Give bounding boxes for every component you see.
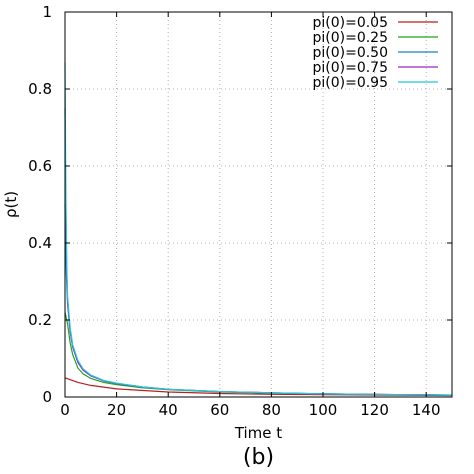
figure-caption: (b) <box>243 445 274 470</box>
legend-label: pi(0)=0.50 <box>312 45 388 61</box>
y-tick-label: 0.6 <box>28 157 52 175</box>
series-line-2 <box>64 204 453 396</box>
plot-frame <box>64 11 453 398</box>
y-axis-title: ρ(t) <box>2 191 20 218</box>
legend-label: pi(0)=0.05 <box>312 15 388 31</box>
y-tick-label: 0.8 <box>28 80 52 98</box>
y-tick-label: 0.2 <box>28 311 52 329</box>
x-tick-label: 40 <box>159 401 178 419</box>
legend: pi(0)=0.05pi(0)=0.25pi(0)=0.50pi(0)=0.75… <box>312 15 438 91</box>
legend-label: pi(0)=0.95 <box>312 75 388 91</box>
series-line-1 <box>64 312 453 396</box>
series-line-4 <box>64 62 453 396</box>
y-tick-label: 0.4 <box>28 234 52 252</box>
x-tick-label: 80 <box>262 401 281 419</box>
legend-label: pi(0)=0.75 <box>312 60 388 76</box>
x-tick-label: 140 <box>412 401 441 419</box>
tick-labels: 0 20 40 60 80 100 120 140 0 0.2 0.4 0.6 0.8 1 <box>28 3 452 419</box>
x-tick-label: 100 <box>309 401 338 419</box>
y-tick-label: 1 <box>42 3 52 21</box>
series-line-3 <box>64 108 453 396</box>
x-tick-label: 120 <box>360 401 389 419</box>
legend-label: pi(0)=0.25 <box>312 30 388 46</box>
y-tick-label: 0 <box>42 388 52 406</box>
x-tick-label: 60 <box>210 401 229 419</box>
x-axis-title: Time t <box>234 424 282 442</box>
x-tick-label: 0 <box>60 401 70 419</box>
grid <box>65 12 452 397</box>
series-line-0 <box>64 377 453 397</box>
x-tick-label: 20 <box>107 401 126 419</box>
series-lines <box>64 62 453 397</box>
